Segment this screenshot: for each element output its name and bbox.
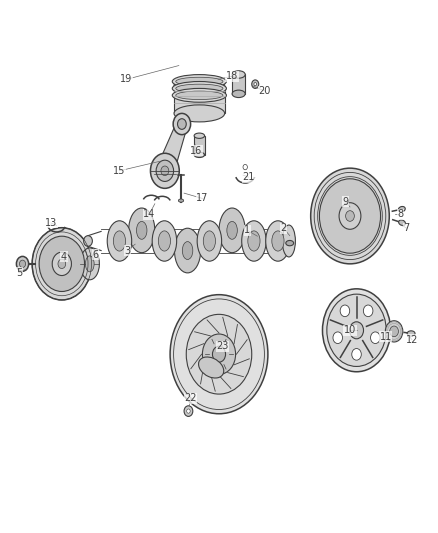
- Circle shape: [156, 160, 173, 181]
- Ellipse shape: [203, 231, 215, 251]
- Text: 10: 10: [344, 325, 356, 335]
- Ellipse shape: [176, 91, 223, 100]
- Text: 23: 23: [216, 341, 229, 351]
- Ellipse shape: [107, 221, 132, 261]
- Circle shape: [311, 168, 389, 264]
- Ellipse shape: [174, 105, 225, 122]
- Circle shape: [202, 334, 236, 374]
- Text: 12: 12: [406, 335, 418, 345]
- Text: 21: 21: [243, 172, 255, 182]
- Ellipse shape: [84, 236, 92, 246]
- Circle shape: [39, 236, 85, 292]
- Text: 1: 1: [244, 225, 251, 236]
- Ellipse shape: [266, 221, 290, 261]
- Circle shape: [364, 305, 373, 317]
- Ellipse shape: [232, 71, 245, 78]
- Ellipse shape: [242, 221, 266, 261]
- Polygon shape: [194, 136, 205, 155]
- Circle shape: [212, 346, 226, 362]
- Circle shape: [184, 406, 193, 416]
- Ellipse shape: [80, 248, 99, 280]
- Circle shape: [333, 332, 343, 344]
- Ellipse shape: [176, 77, 223, 86]
- Text: 2: 2: [280, 223, 287, 233]
- Ellipse shape: [232, 90, 245, 98]
- Text: 6: 6: [93, 250, 99, 260]
- Circle shape: [58, 259, 66, 269]
- Ellipse shape: [113, 231, 126, 251]
- Ellipse shape: [198, 357, 224, 378]
- Circle shape: [352, 349, 361, 360]
- Ellipse shape: [398, 206, 405, 212]
- Circle shape: [339, 203, 361, 229]
- Ellipse shape: [227, 221, 237, 239]
- Ellipse shape: [137, 221, 147, 239]
- Ellipse shape: [172, 82, 226, 95]
- Text: 11: 11: [380, 332, 392, 342]
- Text: 19: 19: [120, 75, 133, 84]
- Text: 17: 17: [196, 193, 208, 204]
- Ellipse shape: [399, 220, 406, 225]
- Ellipse shape: [283, 225, 295, 257]
- Circle shape: [252, 80, 259, 88]
- Circle shape: [254, 83, 257, 86]
- Circle shape: [390, 326, 399, 337]
- Circle shape: [327, 294, 386, 367]
- Ellipse shape: [197, 221, 222, 261]
- Polygon shape: [232, 75, 245, 94]
- Text: 15: 15: [113, 166, 126, 176]
- Text: 7: 7: [404, 223, 410, 233]
- Ellipse shape: [85, 256, 94, 272]
- Circle shape: [385, 321, 403, 342]
- Ellipse shape: [158, 231, 170, 251]
- Polygon shape: [174, 86, 225, 114]
- Text: 8: 8: [397, 209, 403, 220]
- Circle shape: [186, 314, 252, 394]
- Circle shape: [177, 119, 186, 130]
- Ellipse shape: [194, 152, 205, 158]
- Ellipse shape: [16, 256, 28, 271]
- Ellipse shape: [248, 231, 260, 251]
- Circle shape: [52, 252, 71, 276]
- Ellipse shape: [176, 84, 223, 93]
- Text: 13: 13: [45, 218, 57, 228]
- Ellipse shape: [174, 228, 201, 273]
- Circle shape: [170, 295, 268, 414]
- Circle shape: [340, 305, 350, 317]
- Ellipse shape: [19, 260, 25, 268]
- Circle shape: [319, 179, 381, 253]
- Ellipse shape: [182, 241, 193, 260]
- Ellipse shape: [152, 221, 177, 261]
- Text: 9: 9: [343, 197, 349, 207]
- Ellipse shape: [172, 88, 226, 102]
- Text: 4: 4: [61, 252, 67, 262]
- Polygon shape: [155, 124, 188, 171]
- Text: 22: 22: [184, 393, 197, 403]
- Ellipse shape: [219, 208, 245, 253]
- Ellipse shape: [194, 133, 205, 139]
- Ellipse shape: [129, 208, 155, 253]
- Circle shape: [173, 114, 191, 135]
- Circle shape: [150, 154, 179, 188]
- Text: 5: 5: [16, 268, 22, 278]
- Text: 3: 3: [124, 246, 131, 255]
- Ellipse shape: [272, 231, 284, 251]
- Ellipse shape: [178, 199, 184, 202]
- Ellipse shape: [174, 77, 225, 94]
- Text: 16: 16: [190, 146, 202, 156]
- Ellipse shape: [172, 75, 226, 88]
- Ellipse shape: [407, 331, 415, 336]
- Circle shape: [187, 409, 190, 413]
- Circle shape: [322, 289, 391, 372]
- Circle shape: [350, 322, 364, 339]
- Circle shape: [32, 228, 92, 300]
- Circle shape: [371, 332, 380, 344]
- Text: 20: 20: [259, 86, 271, 96]
- Circle shape: [161, 166, 169, 175]
- Text: 18: 18: [226, 71, 238, 81]
- Text: 14: 14: [143, 209, 155, 220]
- Ellipse shape: [286, 240, 293, 246]
- Circle shape: [346, 211, 354, 221]
